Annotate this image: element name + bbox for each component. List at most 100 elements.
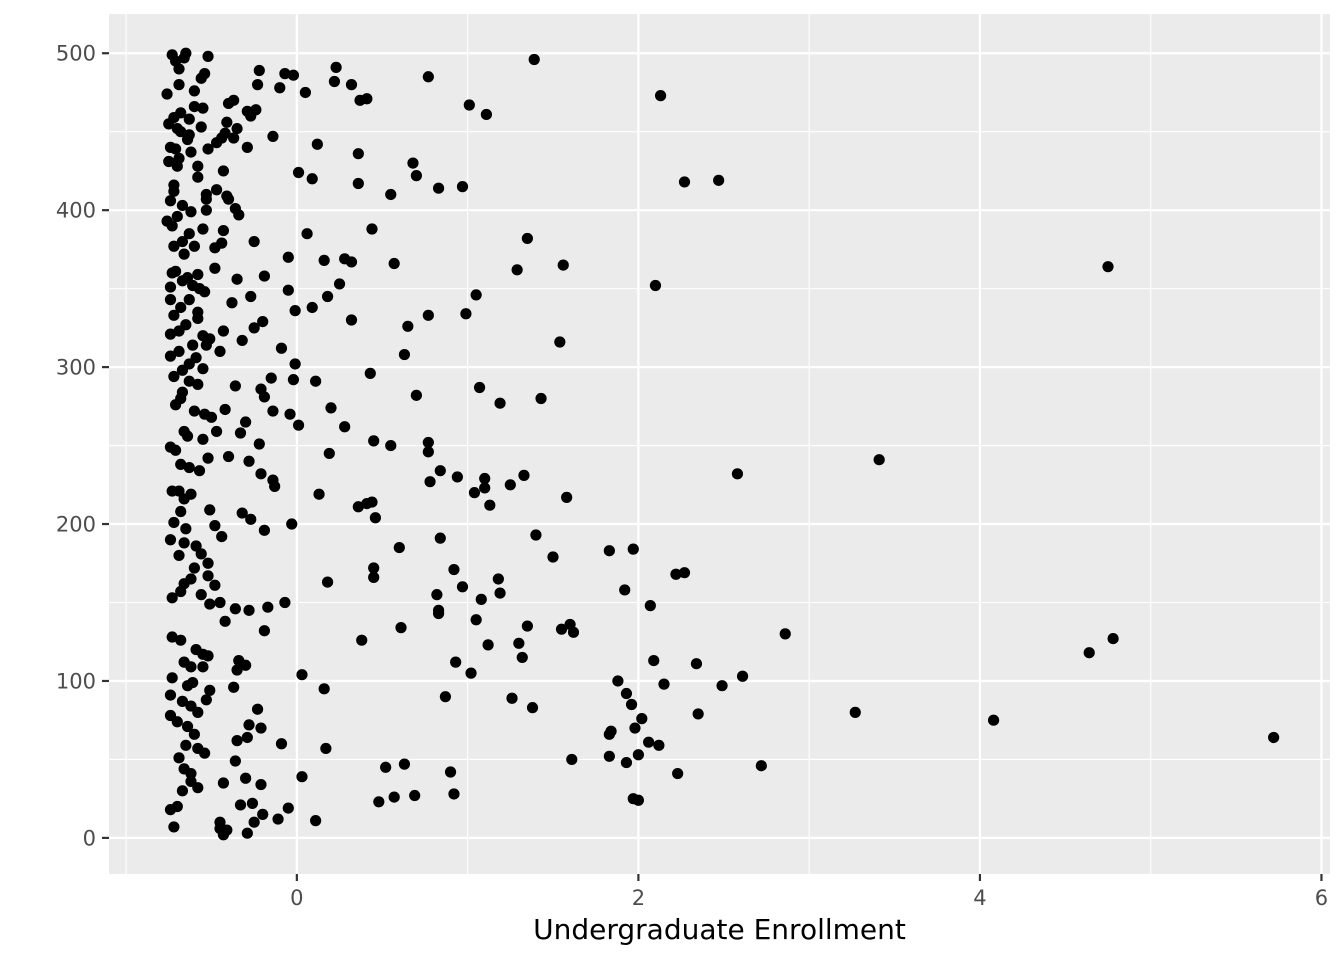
data-point bbox=[185, 146, 197, 158]
x-tick-label: 4 bbox=[973, 886, 986, 910]
data-point bbox=[339, 421, 351, 433]
x-axis-title: Undergraduate Enrollment bbox=[533, 913, 906, 946]
data-point bbox=[422, 71, 434, 83]
data-point bbox=[178, 248, 190, 260]
data-point bbox=[231, 273, 243, 285]
data-point bbox=[318, 254, 330, 266]
data-point bbox=[241, 827, 253, 839]
data-point bbox=[393, 541, 405, 554]
data-point bbox=[409, 789, 421, 802]
data-point bbox=[188, 240, 200, 252]
data-point bbox=[181, 133, 194, 146]
data-point bbox=[873, 454, 885, 466]
data-point bbox=[292, 166, 305, 179]
data-point bbox=[1083, 647, 1095, 659]
data-point bbox=[482, 639, 494, 651]
x-tick-label: 6 bbox=[1315, 886, 1328, 910]
data-point bbox=[282, 251, 294, 263]
data-point bbox=[168, 370, 180, 383]
data-point bbox=[504, 479, 516, 491]
data-point bbox=[192, 312, 204, 325]
data-point bbox=[755, 760, 767, 772]
data-point bbox=[166, 592, 178, 604]
data-point bbox=[168, 309, 180, 321]
data-point bbox=[1107, 632, 1119, 645]
data-point bbox=[323, 447, 335, 460]
data-point bbox=[199, 286, 211, 298]
data-point bbox=[251, 703, 264, 715]
data-point bbox=[176, 199, 189, 212]
data-point bbox=[345, 314, 358, 326]
data-point bbox=[480, 108, 492, 121]
major-gridlines bbox=[109, 14, 1330, 874]
data-point bbox=[257, 315, 269, 328]
data-point bbox=[468, 487, 481, 499]
data-point bbox=[192, 268, 204, 281]
data-point bbox=[333, 278, 346, 290]
data-point bbox=[479, 472, 491, 485]
data-point bbox=[202, 650, 214, 662]
data-point bbox=[255, 468, 267, 480]
data-point bbox=[173, 752, 185, 764]
data-point bbox=[175, 505, 187, 518]
data-point bbox=[258, 524, 270, 536]
data-point bbox=[214, 596, 226, 609]
data-point bbox=[526, 702, 539, 714]
data-point bbox=[175, 392, 187, 405]
data-point bbox=[229, 755, 241, 767]
data-point bbox=[361, 93, 373, 105]
data-points bbox=[161, 47, 1280, 841]
data-point bbox=[188, 85, 200, 97]
data-point bbox=[289, 358, 301, 370]
data-point bbox=[325, 402, 337, 414]
data-point bbox=[299, 86, 311, 99]
data-point bbox=[176, 695, 189, 707]
data-point bbox=[173, 63, 185, 75]
data-point bbox=[168, 179, 180, 191]
data-point bbox=[164, 294, 177, 306]
x-axis: 0 2 4 6 bbox=[290, 874, 1328, 910]
data-point bbox=[241, 141, 253, 153]
data-point bbox=[192, 782, 204, 794]
data-point bbox=[236, 507, 248, 519]
data-point bbox=[185, 488, 197, 500]
y-tick-label: 500 bbox=[56, 42, 96, 66]
data-point bbox=[605, 725, 617, 737]
data-point bbox=[292, 419, 305, 431]
data-point bbox=[216, 237, 228, 249]
data-point bbox=[451, 471, 463, 483]
data-point bbox=[183, 375, 195, 387]
data-point bbox=[180, 47, 192, 59]
data-point bbox=[243, 455, 255, 467]
data-point bbox=[364, 367, 376, 379]
data-point bbox=[243, 719, 255, 731]
data-point bbox=[287, 374, 300, 386]
data-point bbox=[368, 435, 380, 447]
data-point bbox=[221, 116, 233, 128]
data-point bbox=[470, 614, 482, 626]
data-point bbox=[192, 171, 204, 183]
data-point bbox=[166, 220, 178, 232]
data-point bbox=[226, 297, 238, 309]
data-point bbox=[410, 170, 422, 182]
data-point bbox=[204, 598, 216, 610]
data-point bbox=[175, 126, 187, 138]
data-point bbox=[245, 110, 257, 122]
data-point bbox=[321, 576, 334, 588]
data-point bbox=[166, 631, 178, 643]
data-point bbox=[275, 738, 288, 750]
data-point bbox=[318, 683, 330, 695]
data-point bbox=[407, 157, 419, 169]
data-point bbox=[205, 411, 218, 423]
data-point bbox=[506, 692, 518, 704]
data-point bbox=[197, 223, 209, 235]
data-point bbox=[200, 204, 212, 216]
data-point bbox=[248, 322, 260, 334]
data-point bbox=[424, 476, 436, 488]
data-point bbox=[181, 272, 194, 284]
data-point bbox=[195, 589, 207, 601]
data-point bbox=[653, 739, 665, 751]
data-point bbox=[199, 747, 211, 759]
data-point bbox=[410, 389, 422, 401]
data-point bbox=[222, 450, 235, 463]
